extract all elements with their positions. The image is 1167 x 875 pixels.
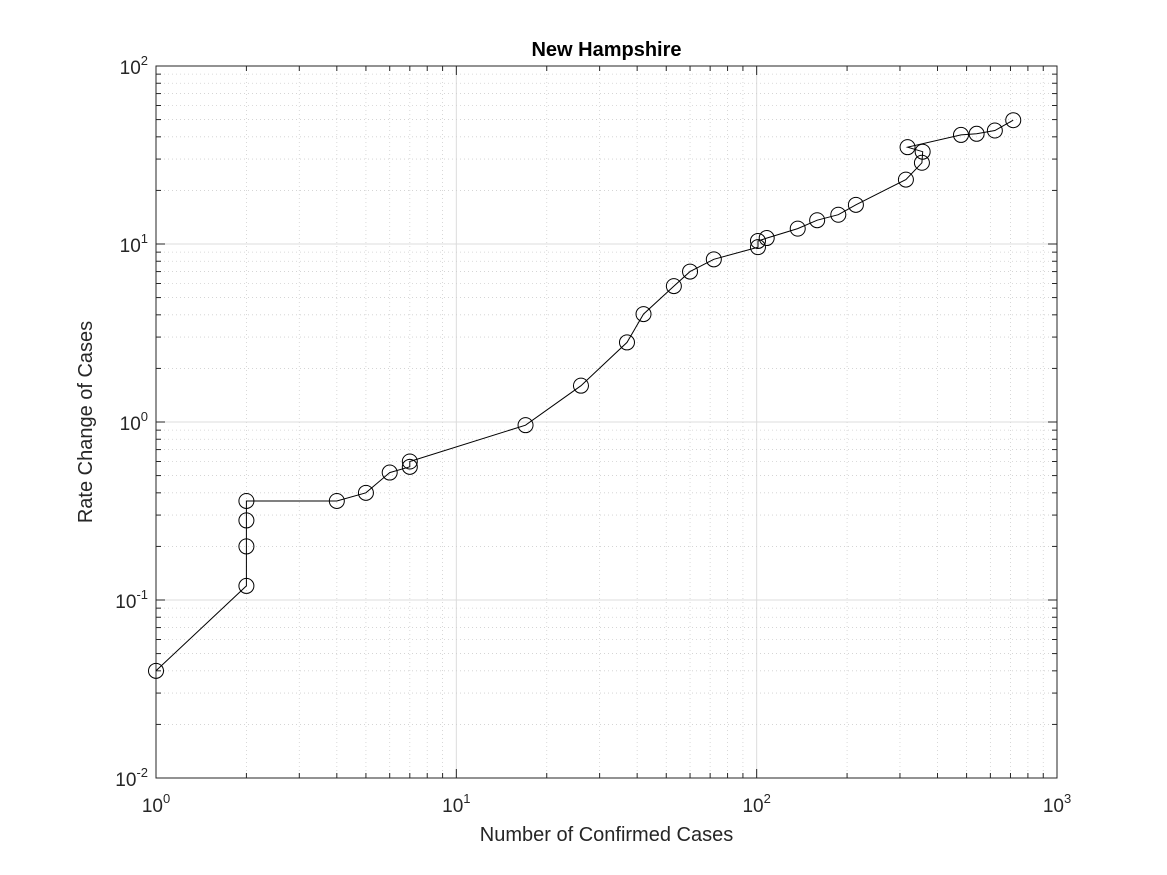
data-point: [913, 154, 930, 171]
chart-title: New Hampshire: [531, 39, 681, 61]
data-point: [238, 512, 255, 529]
data-point: [749, 239, 766, 256]
data-point: [635, 306, 652, 323]
data-point: [758, 230, 775, 247]
data-point: [238, 577, 255, 594]
x-tick-label: 101: [442, 791, 470, 817]
data-point: [899, 139, 916, 156]
x-tick-label: 102: [742, 791, 770, 817]
data-point: [328, 492, 345, 509]
data-point: [809, 212, 826, 229]
data-point: [238, 492, 255, 509]
data-point: [749, 232, 766, 249]
data-point: [968, 125, 985, 142]
data-point: [572, 377, 589, 394]
y-tick-label: 10-2: [115, 765, 148, 791]
data-point: [789, 220, 806, 237]
data-point: [148, 662, 164, 679]
data-point: [357, 484, 374, 501]
tick-marks: [155, 66, 1057, 779]
data-point: [618, 334, 635, 351]
x-axis-label: Number of Confirmed Cases: [480, 824, 733, 846]
data-point: [914, 143, 931, 160]
data-point: [952, 126, 969, 143]
data-point: [986, 122, 1003, 139]
y-tick-labels: 10-2 10-1 100 101 102: [115, 53, 148, 791]
x-tick-label: 103: [1043, 791, 1071, 817]
y-tick-label: 102: [120, 53, 148, 79]
data-point: [897, 171, 914, 188]
data-point: [1005, 112, 1022, 129]
data-point: [401, 453, 418, 470]
series-line: [155, 119, 1014, 672]
data-point: [517, 417, 534, 434]
data-point: [830, 206, 847, 223]
data-point: [238, 538, 255, 555]
x-tick-labels: 100 101 102 103: [142, 791, 1071, 817]
y-tick-label: 10-1: [115, 587, 148, 613]
data-point: [381, 464, 398, 481]
data-point: [847, 196, 864, 213]
y-tick-label: 100: [120, 409, 148, 435]
data-point: [682, 263, 699, 280]
y-axis-label: Rate Change of Cases: [75, 321, 97, 523]
data-point: [665, 278, 682, 295]
data-point: [705, 251, 722, 268]
y-tick-label: 101: [120, 231, 148, 257]
data-series: [148, 112, 1022, 679]
x-tick-label: 100: [142, 791, 170, 817]
data-point: [401, 458, 418, 475]
